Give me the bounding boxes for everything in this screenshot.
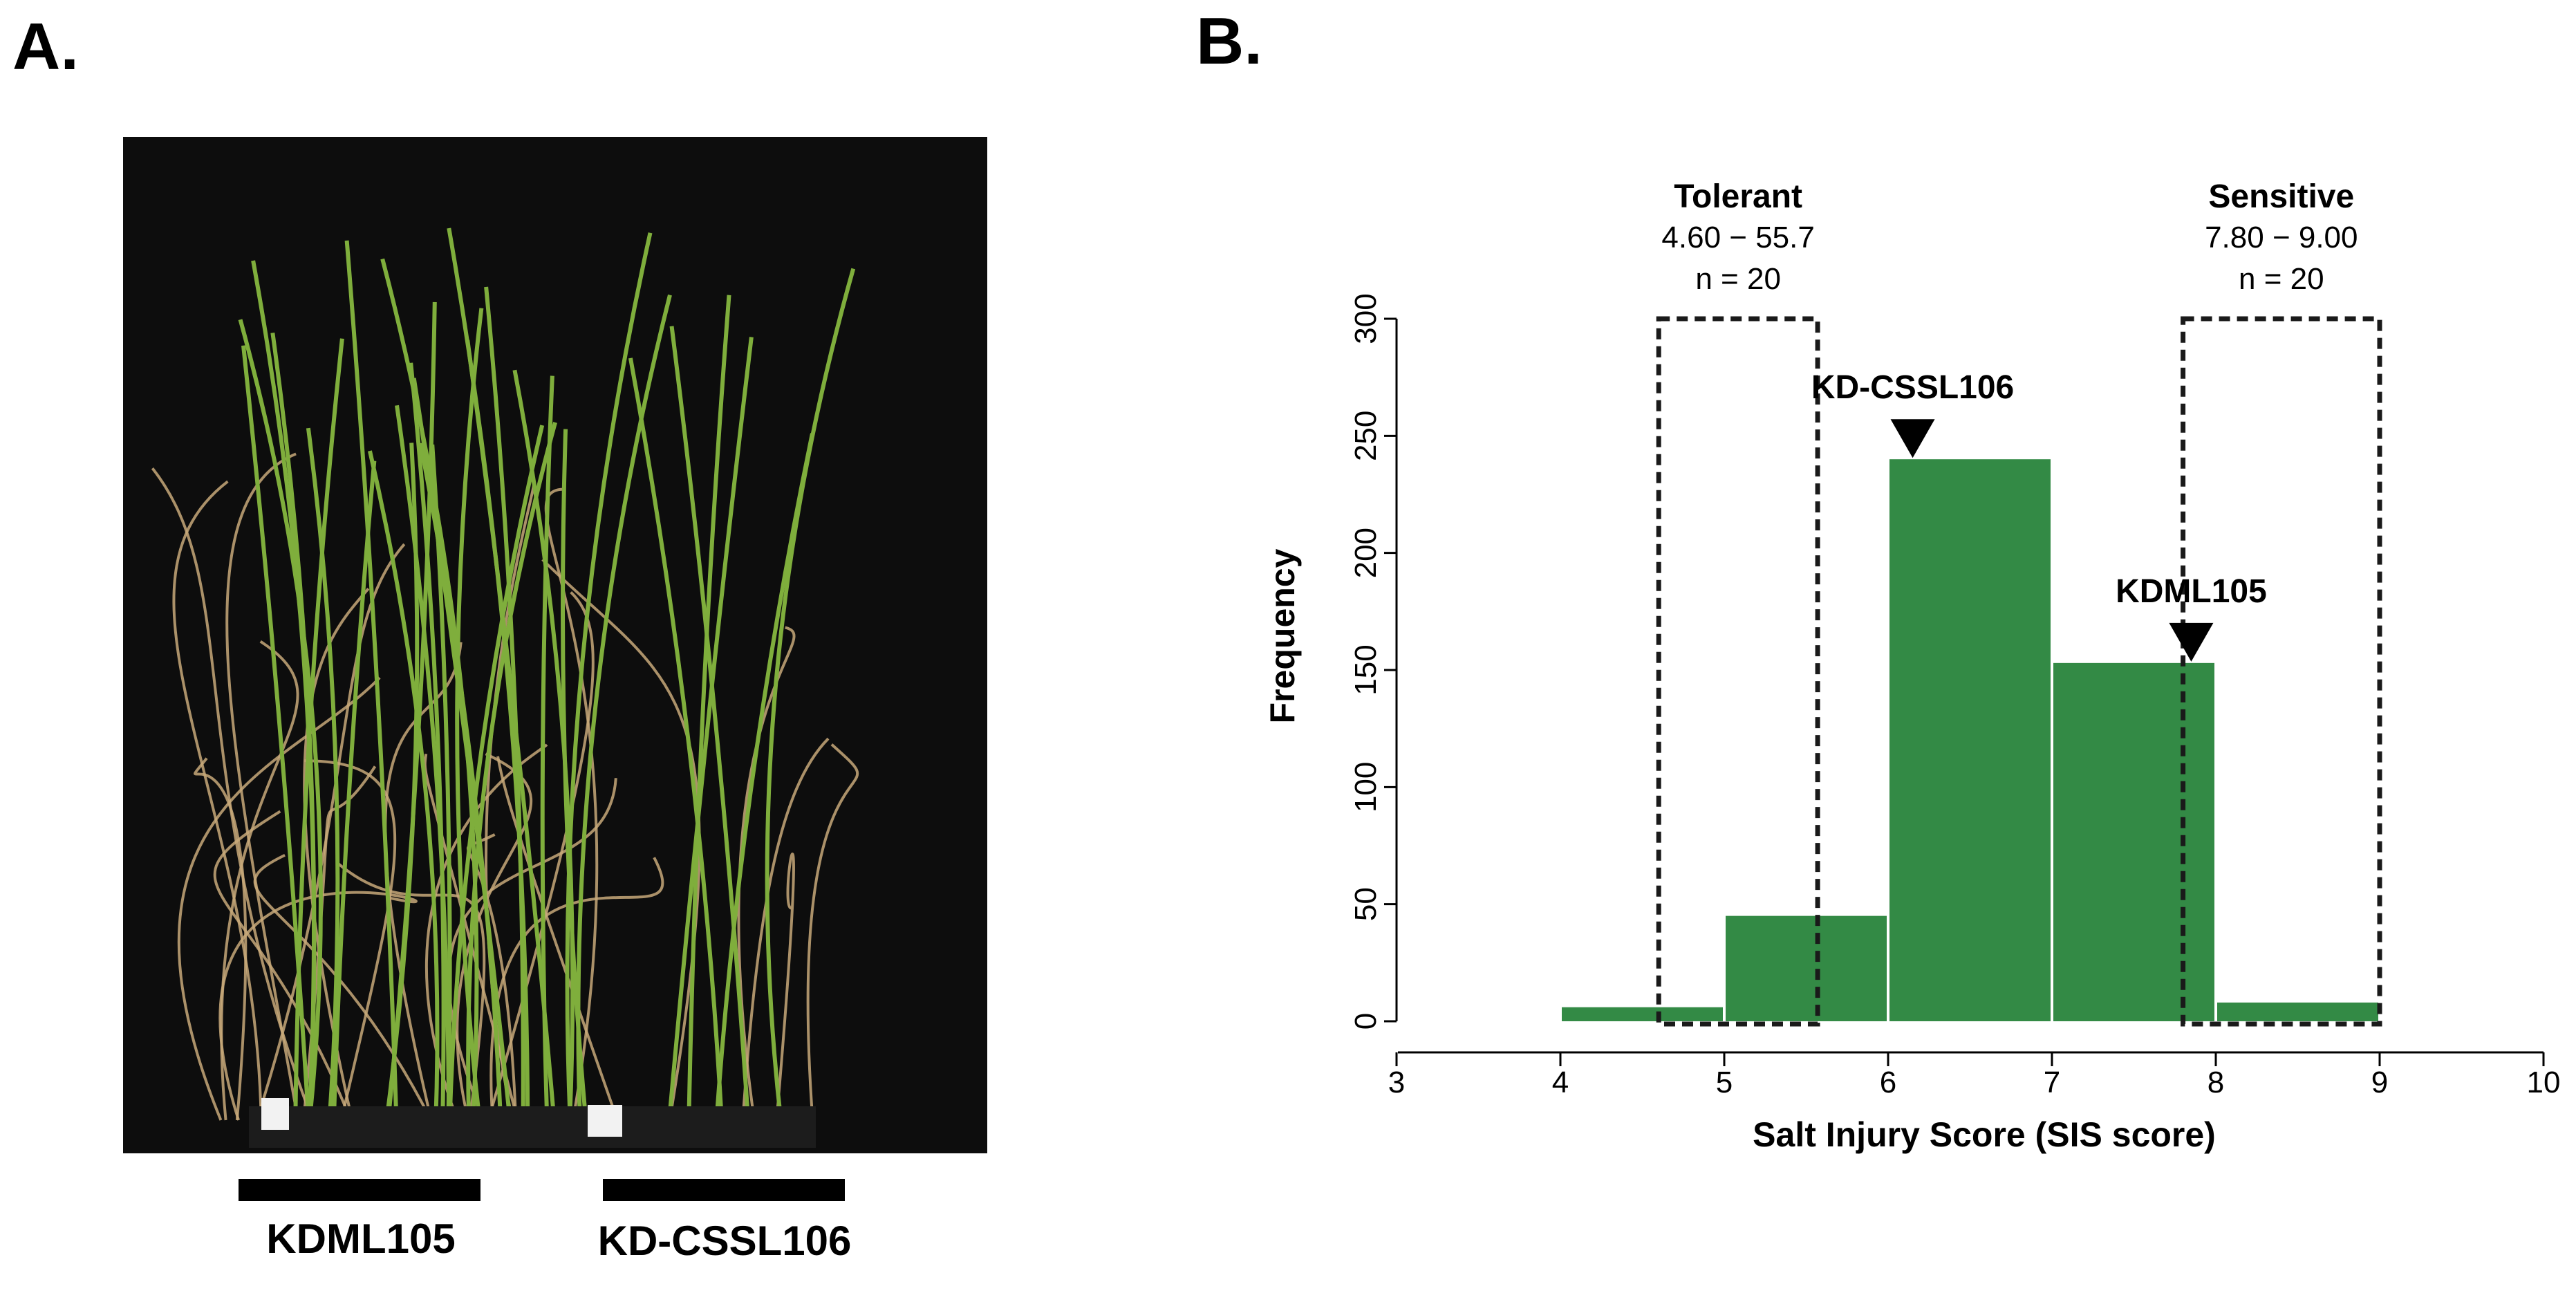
histogram-bar — [2053, 662, 2214, 1021]
y-tick-label: 100 — [1349, 762, 1383, 812]
region-range: 7.80 − 9.00 — [2205, 221, 2358, 254]
region-n: n = 20 — [2239, 262, 2324, 296]
green-leaf — [765, 268, 856, 1121]
green-leaf — [576, 294, 672, 1121]
y-tick-label: 150 — [1349, 644, 1383, 695]
line-markers: KD-CSSL106 KDML105 — [1811, 369, 2267, 662]
dry-leaf — [225, 452, 300, 1121]
green-leaf — [306, 427, 340, 1121]
marker-label: KD-CSSL106 — [1811, 369, 2014, 406]
rice-seedlings — [151, 227, 859, 1121]
green-leaf — [384, 443, 420, 1121]
green-leaf — [368, 450, 440, 1121]
kdcssl106-caption: KD-CSSL106 — [598, 1218, 852, 1264]
green-leaf — [447, 227, 530, 1121]
green-leaf — [395, 404, 451, 1121]
dry-leaf — [194, 757, 248, 1121]
dry-leaf — [253, 853, 433, 1121]
kdml105-group-bar — [239, 1179, 480, 1201]
y-tick-label: 0 — [1349, 1013, 1383, 1030]
green-leaf — [512, 369, 575, 1121]
dry-leaf — [487, 591, 595, 1121]
dry-leaf — [384, 642, 463, 1121]
histogram-bars — [1562, 459, 2378, 1021]
dry-leaf — [456, 752, 533, 1121]
score-regions: Tolerant 4.60 − 55.7 n = 20 Sensitive 7.80 −… — [1656, 178, 2382, 1027]
y-tick-label: 50 — [1349, 887, 1383, 921]
x-tick-label: 8 — [2208, 1066, 2224, 1099]
kdml105-caption: KDML105 — [266, 1216, 455, 1262]
histogram-bar — [1562, 1007, 1723, 1021]
panel-b-label: B. — [1196, 4, 1262, 78]
green-leaf — [409, 362, 446, 1121]
x-tick-label: 10 — [2527, 1066, 2561, 1099]
x-tick-label: 3 — [1388, 1066, 1405, 1099]
histogram-bar — [2217, 1002, 2378, 1021]
dry-leaf — [806, 743, 859, 1121]
x-tick-label: 7 — [2044, 1066, 2060, 1099]
green-leaf — [411, 378, 512, 1121]
region-title: Tolerant — [1674, 178, 1802, 215]
green-leaf — [669, 326, 751, 1121]
region-n: n = 20 — [1695, 262, 1781, 296]
y-tick-label: 300 — [1349, 293, 1383, 344]
tray-tag-right — [588, 1105, 622, 1137]
green-leaf — [628, 357, 724, 1121]
histogram-bar — [1726, 915, 1887, 1021]
y-ticks: 0 50 100 150 200 250 300 — [1349, 293, 1397, 1030]
green-leaf — [270, 332, 317, 1121]
y-axis-title: Frequency — [1263, 548, 1302, 723]
dry-leaf — [775, 853, 795, 1121]
region-range: 4.60 − 55.7 — [1661, 221, 1814, 254]
green-leaf — [331, 461, 377, 1121]
sis-histogram: 0 50 100 150 200 250 300 3 4 5 6 7 8 9 10 Tolerant 4.6… — [1263, 178, 2560, 1154]
dry-leaf — [213, 810, 353, 1121]
green-leaf — [484, 286, 525, 1121]
region-title: Sensitive — [2208, 178, 2354, 215]
marker-triangle — [1890, 419, 1935, 458]
dry-leaf — [496, 756, 619, 1121]
dry-leaf — [151, 467, 314, 1121]
green-leaf — [344, 240, 399, 1121]
x-tick-label: 6 — [1880, 1066, 1896, 1099]
green-leaf — [238, 319, 323, 1121]
region-box — [1656, 316, 1820, 1027]
x-axis-title: Salt Injury Score (SIS score) — [1753, 1115, 2216, 1154]
marker-label: KDML105 — [2116, 573, 2267, 610]
dry-leaf — [741, 737, 830, 1121]
y-tick-label: 200 — [1349, 528, 1383, 578]
green-leaf — [687, 295, 731, 1121]
x-ticks: 3 4 5 6 7 8 9 10 — [1388, 1052, 2561, 1099]
y-tick-label: 250 — [1349, 411, 1383, 461]
green-leaf — [565, 232, 653, 1121]
dry-leaf — [220, 640, 299, 1121]
dry-leaf — [737, 626, 796, 1121]
plant-photo — [123, 137, 987, 1153]
x-tick-label: 5 — [1716, 1066, 1733, 1099]
x-tick-label: 4 — [1552, 1066, 1569, 1099]
green-leaf — [667, 337, 754, 1121]
region-box — [2181, 316, 2382, 1027]
panel-a-label: A. — [12, 10, 79, 84]
x-tick-label: 9 — [2371, 1066, 2388, 1099]
kdcssl106-group-bar — [603, 1179, 845, 1201]
marker-triangle — [2169, 622, 2214, 662]
green-leaf — [466, 422, 557, 1121]
dry-leaf — [172, 480, 263, 1121]
green-leaf — [241, 345, 311, 1121]
seedling-tray — [249, 1106, 816, 1148]
histogram-bar — [1889, 459, 2051, 1021]
dry-leaf — [255, 543, 406, 1121]
tray-tag-left — [261, 1098, 289, 1130]
green-leaf — [714, 433, 814, 1121]
green-leaf — [447, 425, 545, 1121]
